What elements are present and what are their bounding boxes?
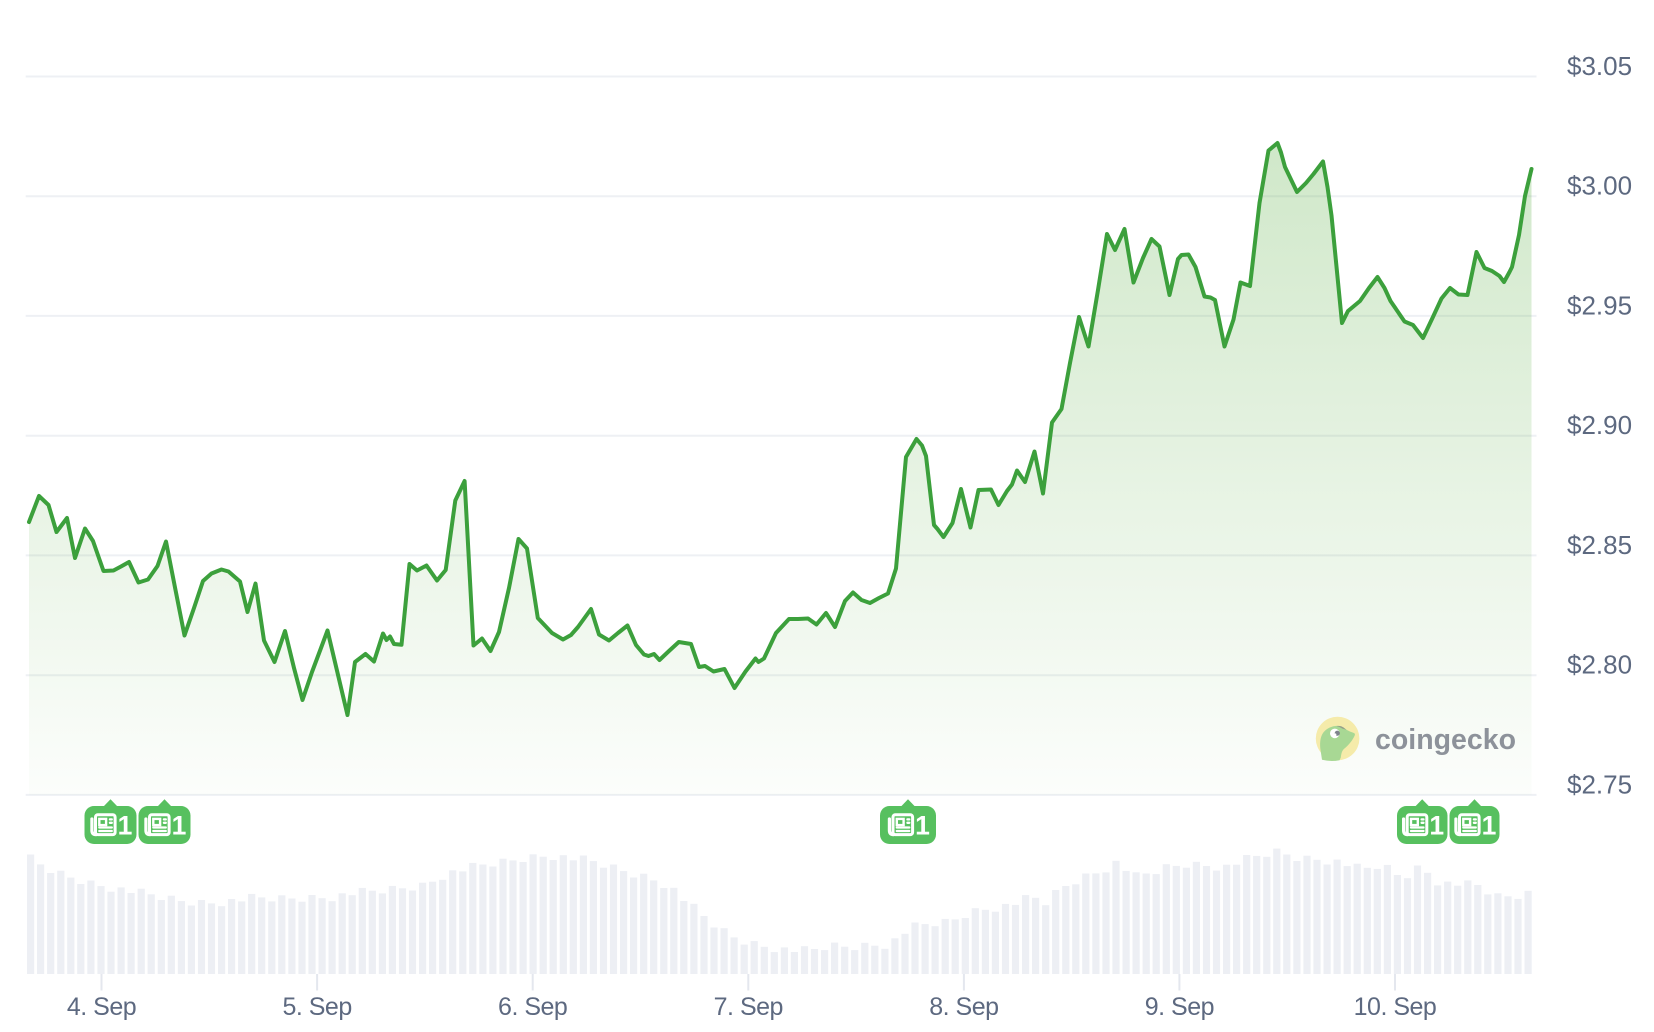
svg-text:1: 1 [1482,810,1497,840]
svg-text:4. Sep: 4. Sep [67,993,136,1021]
svg-text:$3.05: $3.05 [1567,51,1632,81]
svg-text:$2.90: $2.90 [1567,410,1632,440]
svg-text:$3.00: $3.00 [1567,171,1632,201]
svg-text:1: 1 [118,810,133,840]
svg-text:10. Sep: 10. Sep [1354,993,1437,1021]
svg-text:7. Sep: 7. Sep [714,993,783,1021]
svg-text:8. Sep: 8. Sep [929,993,998,1021]
svg-text:$2.75: $2.75 [1567,769,1632,799]
svg-text:$2.95: $2.95 [1567,290,1632,320]
svg-text:9. Sep: 9. Sep [1145,993,1214,1021]
svg-text:6. Sep: 6. Sep [498,993,567,1021]
svg-text:5. Sep: 5. Sep [282,993,351,1021]
svg-text:1: 1 [915,810,930,840]
svg-text:$2.80: $2.80 [1567,650,1632,680]
svg-text:coingecko: coingecko [1375,724,1516,756]
svg-text:$2.85: $2.85 [1567,530,1632,560]
svg-text:1: 1 [172,810,187,840]
svg-text:1: 1 [1429,810,1444,840]
